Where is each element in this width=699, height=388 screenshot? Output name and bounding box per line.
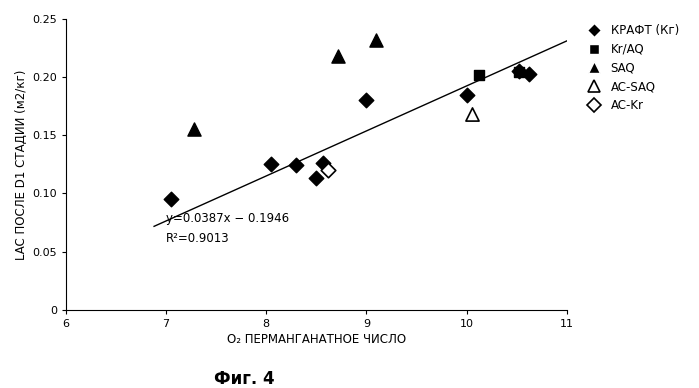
Point (318, 160, 329, 166)
Point (361, 97, 372, 104)
Point (473, 72, 484, 78)
Text: y=0.0387x − 0.1946: y=0.0387x − 0.1946 (166, 213, 289, 225)
Point (266, 161, 277, 168)
Point (189, 126, 200, 133)
Point (523, 71, 534, 77)
Y-axis label: LAC ПОСЛЕ D1 СТАДИИ (м2/кг): LAC ПОСЛЕ D1 СТАДИИ (м2/кг) (15, 69, 28, 260)
Point (323, 167, 334, 173)
Legend: КРАФТ (Кг), Kr/AQ, SAQ, AC-SAQ, AC-Kr: КРАФТ (Кг), Kr/AQ, SAQ, AC-SAQ, AC-Kr (577, 19, 684, 117)
Point (461, 92, 472, 98)
Point (466, 111, 477, 118)
Point (333, 53, 344, 59)
Point (513, 69, 524, 76)
Text: Фиг. 4: Фиг. 4 (215, 370, 275, 388)
Text: R²=0.9013: R²=0.9013 (166, 232, 230, 245)
Point (311, 175, 322, 181)
Point (291, 163, 302, 169)
Point (513, 68, 524, 74)
Point (370, 37, 382, 43)
Point (166, 196, 177, 202)
X-axis label: O₂ ПЕРМАНГАНАТНОЕ ЧИСЛО: O₂ ПЕРМАНГАНАТНОЕ ЧИСЛО (226, 333, 406, 346)
